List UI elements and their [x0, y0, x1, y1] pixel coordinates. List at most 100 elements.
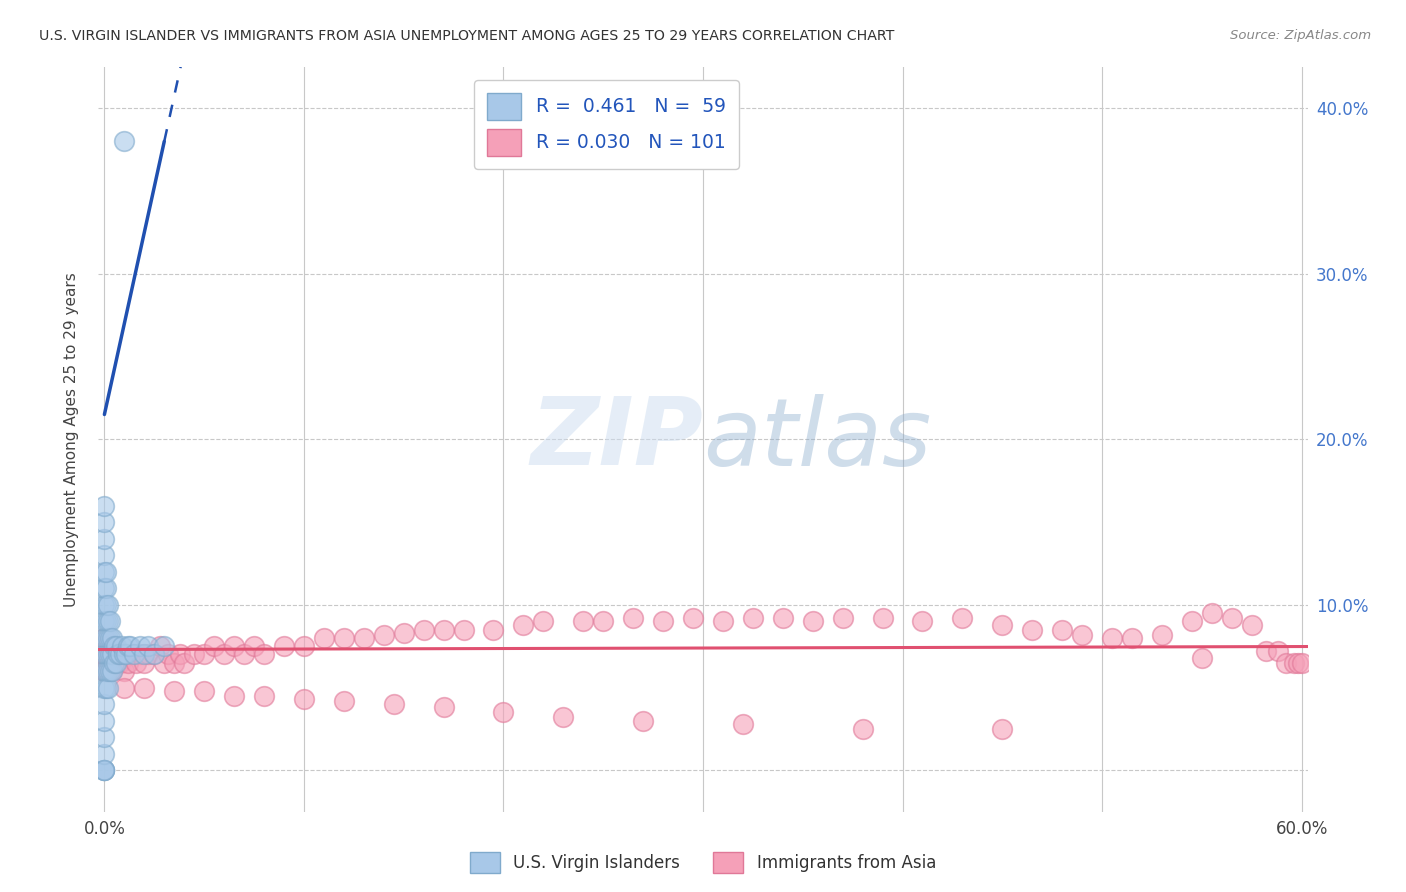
Point — [682, 611, 704, 625]
Point — [143, 648, 166, 662]
Point — [134, 681, 156, 695]
Point — [107, 656, 129, 670]
Point — [107, 648, 129, 662]
Point — [117, 656, 139, 670]
Point — [93, 615, 115, 629]
Point — [96, 648, 118, 662]
Point — [492, 706, 515, 720]
Point — [991, 722, 1014, 736]
Point — [97, 639, 120, 653]
Point — [93, 714, 115, 728]
Point — [93, 565, 115, 579]
Point — [1240, 617, 1263, 632]
Point — [96, 598, 118, 612]
Point — [112, 134, 135, 148]
Point — [631, 714, 654, 728]
Point — [1050, 623, 1073, 637]
Point — [872, 611, 894, 625]
Point — [1021, 623, 1043, 637]
Point — [202, 639, 225, 653]
Point — [412, 623, 434, 637]
Point — [453, 623, 475, 637]
Text: U.S. VIRGIN ISLANDER VS IMMIGRANTS FROM ASIA UNEMPLOYMENT AMONG AGES 25 TO 29 YE: U.S. VIRGIN ISLANDER VS IMMIGRANTS FROM … — [39, 29, 894, 43]
Point — [1220, 611, 1243, 625]
Point — [433, 700, 456, 714]
Point — [163, 656, 186, 670]
Point — [101, 648, 124, 662]
Point — [1282, 656, 1305, 670]
Point — [93, 639, 115, 653]
Point — [153, 639, 176, 653]
Point — [97, 615, 120, 629]
Point — [97, 598, 120, 612]
Point — [100, 615, 122, 629]
Point — [93, 515, 115, 529]
Point — [96, 615, 118, 629]
Point — [100, 648, 122, 662]
Point — [183, 648, 205, 662]
Point — [110, 648, 132, 662]
Point — [1101, 631, 1123, 645]
Point — [93, 764, 115, 778]
Point — [950, 611, 973, 625]
Point — [112, 664, 135, 678]
Point — [93, 764, 115, 778]
Point — [433, 623, 456, 637]
Point — [212, 648, 235, 662]
Point — [1191, 650, 1213, 665]
Point — [96, 648, 118, 662]
Point — [121, 648, 143, 662]
Point — [117, 639, 139, 653]
Point — [103, 656, 125, 670]
Point — [1150, 627, 1173, 641]
Point — [741, 611, 763, 625]
Point — [101, 664, 124, 678]
Point — [852, 722, 875, 736]
Point — [312, 631, 335, 645]
Point — [112, 648, 135, 662]
Point — [96, 681, 118, 695]
Point — [153, 656, 176, 670]
Point — [1181, 615, 1204, 629]
Point — [333, 694, 356, 708]
Point — [129, 648, 152, 662]
Point — [1267, 644, 1289, 658]
Point — [101, 648, 124, 662]
Point — [253, 648, 276, 662]
Point — [125, 656, 148, 670]
Point — [100, 648, 122, 662]
Point — [911, 615, 934, 629]
Point — [1121, 631, 1143, 645]
Point — [101, 631, 124, 645]
Text: atlas: atlas — [703, 393, 931, 485]
Point — [136, 639, 159, 653]
Point — [103, 656, 125, 670]
Point — [93, 631, 115, 645]
Point — [93, 648, 115, 662]
Point — [772, 611, 794, 625]
Point — [93, 664, 115, 678]
Point — [553, 710, 575, 724]
Point — [1254, 644, 1277, 658]
Point — [731, 717, 754, 731]
Point — [112, 648, 135, 662]
Point — [143, 648, 166, 662]
Point — [149, 639, 172, 653]
Point — [652, 615, 675, 629]
Point — [103, 639, 125, 653]
Y-axis label: Unemployment Among Ages 25 to 29 years: Unemployment Among Ages 25 to 29 years — [65, 272, 79, 607]
Point — [333, 631, 356, 645]
Point — [101, 664, 124, 678]
Point — [96, 582, 118, 596]
Point — [253, 689, 276, 703]
Point — [382, 697, 405, 711]
Point — [373, 627, 395, 641]
Point — [93, 764, 115, 778]
Point — [801, 615, 824, 629]
Point — [621, 611, 644, 625]
Point — [93, 631, 115, 645]
Point — [97, 648, 120, 662]
Point — [163, 684, 186, 698]
Point — [111, 648, 134, 662]
Point — [1274, 656, 1296, 670]
